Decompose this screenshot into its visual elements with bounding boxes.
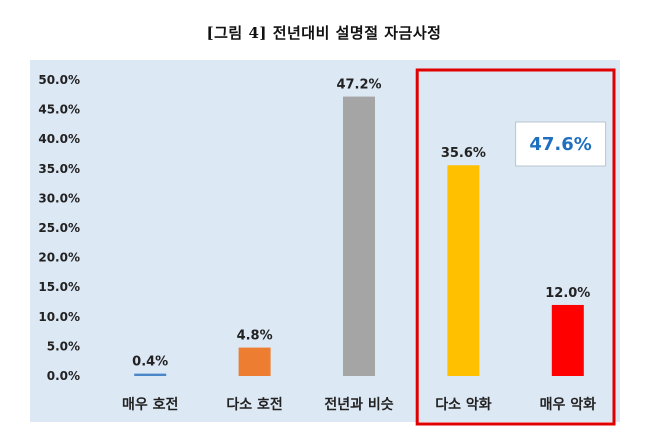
chart-title: [그림 4] 전년대비 설명절 자금사정 [206,24,442,42]
x-category-label: 다소 악화 [435,396,492,413]
y-tick-label: 5.0% [47,339,80,353]
bar [134,373,167,376]
data-label: 4.8% [237,329,273,344]
callout-box [515,121,607,167]
y-tick-label: 10.0% [38,310,80,324]
bar [343,96,375,377]
callout-total-label: 47.6% [529,134,591,155]
bar [551,304,584,376]
y-tick-label: 25.0% [38,221,80,235]
data-label: 0.4% [132,355,168,370]
data-label: 47.2% [336,78,381,93]
y-tick-label: 45.0% [38,103,80,117]
highlight-box [415,68,616,426]
x-category-label: 전년과 비슷 [324,396,393,413]
x-category-label: 매우 악화 [540,396,597,413]
y-tick-label: 40.0% [38,132,80,146]
data-labels: 0.4% 4.8% 47.2% 35.6% 12.0% [132,78,590,370]
x-category-label: 다소 호전 [226,396,282,413]
bars [134,96,584,377]
bar [447,165,480,376]
data-label: 12.0% [545,286,590,301]
plot-area [30,60,620,422]
y-tick-label: 20.0% [38,251,80,265]
y-tick-label: 50.0% [38,73,80,87]
y-tick-label: 30.0% [38,191,80,205]
y-axis: 0.0% 5.0% 10.0% 15.0% 20.0% 25.0% 30.0% 35.0% 40… [38,73,80,383]
bar [238,347,271,376]
y-tick-label: 0.0% [47,369,80,383]
y-tick-label: 15.0% [38,280,80,294]
y-tick-label: 35.0% [38,162,80,176]
data-label: 35.6% [441,146,486,161]
x-category-label: 매우 호전 [122,396,178,413]
x-axis: 매우 호전 다소 호전 전년과 비슷 다소 악화 매우 악화 [122,396,596,413]
